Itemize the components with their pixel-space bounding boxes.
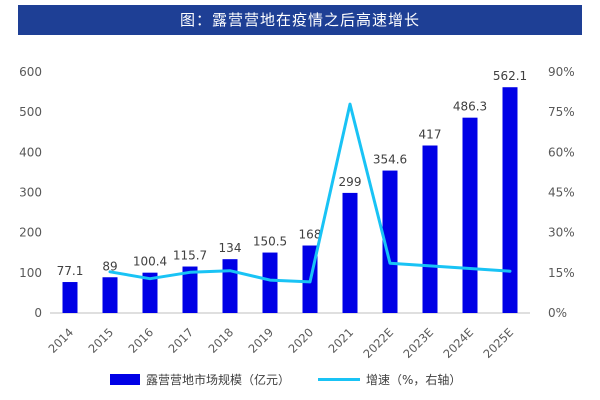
- bar-data-label: 150.5: [253, 235, 287, 249]
- y-left-tick-label: 100: [19, 266, 42, 280]
- x-tick-label: 2022E: [360, 325, 396, 361]
- bar-data-label: 100.4: [133, 255, 167, 269]
- bar: [382, 170, 398, 313]
- x-tick-label: 2019: [246, 325, 277, 356]
- y-left-tick-label: 200: [19, 226, 42, 240]
- y-right-tick-label: 45%: [548, 186, 575, 200]
- bar: [262, 252, 278, 313]
- chart-title: 图：露营营地在疫情之后高速增长: [18, 5, 582, 35]
- y-left-tick-label: 500: [19, 105, 42, 119]
- y-right-tick-label: 60%: [548, 145, 575, 159]
- x-tick-label: 2024E: [440, 325, 476, 361]
- bar-data-label: 562.1: [493, 69, 527, 83]
- bar: [462, 117, 478, 314]
- y-left-tick-label: 400: [19, 145, 42, 159]
- legend-label-line: 增速（%，右轴）: [366, 372, 461, 387]
- y-right-tick-label: 90%: [548, 65, 575, 79]
- bar-data-label: 115.7: [173, 249, 207, 263]
- x-tick-label: 2018: [206, 325, 237, 356]
- bar: [142, 272, 158, 313]
- y-left-tick-label: 300: [19, 186, 42, 200]
- bar: [182, 266, 198, 313]
- bar-data-label: 486.3: [453, 100, 487, 114]
- y-right-tick-label: 0%: [548, 306, 567, 320]
- x-tick-label: 2017: [166, 325, 197, 356]
- x-tick-label: 2020: [286, 325, 317, 356]
- legend: 露营营地市场规模（亿元） 增速（%，右轴）: [110, 372, 461, 387]
- bar-data-label: 417: [419, 128, 442, 142]
- x-tick-label: 2014: [46, 325, 77, 356]
- bar: [222, 259, 238, 313]
- bar-data-label: 89: [102, 259, 117, 273]
- bar-data-label: 77.1: [57, 264, 84, 278]
- bar-data-label: 168: [299, 228, 322, 242]
- bar-data-label: 299: [339, 175, 362, 189]
- x-tick-label: 2016: [126, 325, 157, 356]
- legend-swatch-bar: [110, 374, 140, 385]
- x-tick-label: 2025E: [480, 325, 516, 361]
- bar: [62, 282, 78, 313]
- bar-data-label: 354.6: [373, 153, 407, 167]
- growth-line: [108, 102, 512, 284]
- bar: [502, 87, 518, 313]
- y-right-tick-label: 15%: [548, 266, 575, 280]
- bar: [342, 192, 358, 313]
- y-left-tick-label: 0: [34, 306, 42, 320]
- y-right-tick-label: 75%: [548, 105, 575, 119]
- x-tick-label: 2023E: [400, 325, 436, 361]
- x-tick-label: 2015: [86, 325, 117, 356]
- y-right-tick-label: 30%: [548, 226, 575, 240]
- x-tick-label: 2021: [326, 325, 357, 356]
- bar: [102, 277, 118, 313]
- y-left-tick-label: 600: [19, 65, 42, 79]
- legend-label-bar: 露营营地市场规模（亿元）: [146, 372, 290, 387]
- plot-area: 0 100 200 300 400 500 600 0% 15% 30% 45% 60% 75% 90% 7…: [19, 65, 575, 361]
- bar: [422, 145, 438, 313]
- bar-data-label: 134: [219, 241, 242, 255]
